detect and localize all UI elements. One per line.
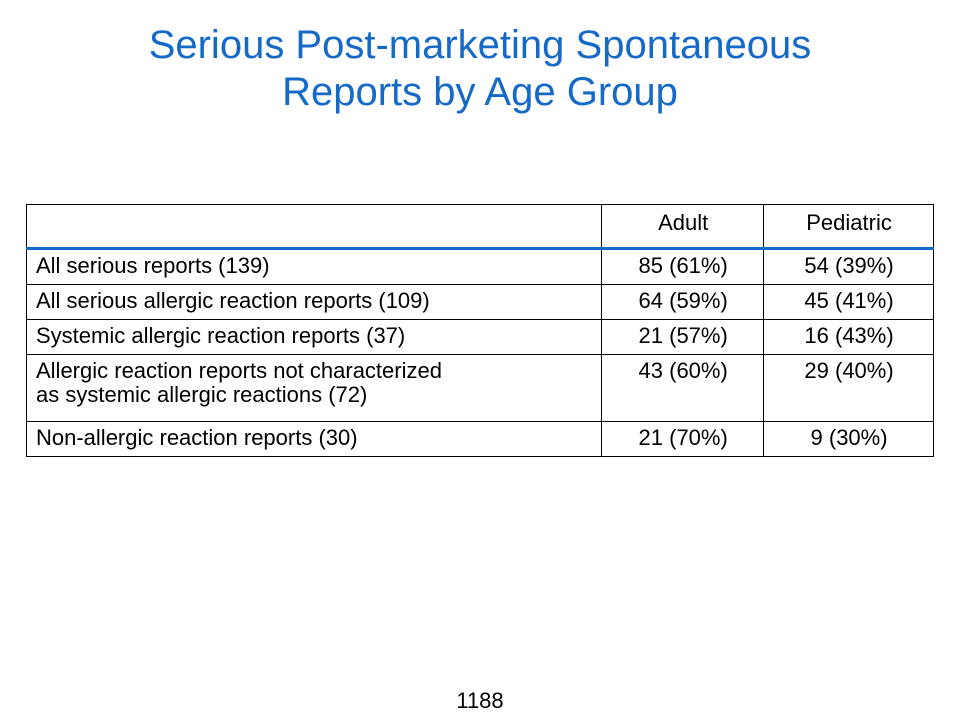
table-row: All serious reports (139) 85 (61%) 54 (3… <box>25 248 934 285</box>
table-row: Systemic allergic reaction reports (37) … <box>25 319 934 355</box>
table-body: All serious reports (139) 85 (61%) 54 (3… <box>25 248 934 457</box>
row-label: Systemic allergic reaction reports (37) <box>25 319 603 355</box>
table-row: Non-allergic reaction reports (30) 21 (7… <box>25 421 934 457</box>
row-label: All serious allergic reaction reports (1… <box>25 284 603 320</box>
page-number: 1188 <box>456 688 504 713</box>
adult-value: 21 (57%) <box>601 319 765 355</box>
age-group-table: Adult Pediatric All serious reports (139… <box>25 204 934 457</box>
pediatric-value: 45 (41%) <box>763 284 934 320</box>
adult-value: 43 (60%) <box>601 354 765 422</box>
header-blank-cell <box>25 204 603 250</box>
adult-value: 21 (70%) <box>601 421 765 457</box>
row-label: Allergic reaction reports not characteri… <box>25 354 603 422</box>
slide-title-line-2: Reports by Age Group <box>282 70 678 114</box>
table-row: Allergic reaction reports not characteri… <box>25 354 934 422</box>
slide-title-line-1: Serious Post-marketing Spontaneous <box>148 23 812 67</box>
table-header: Adult Pediatric <box>25 204 934 250</box>
pediatric-value: 29 (40%) <box>763 354 934 422</box>
row-label-line-1: Allergic reaction reports not characteri… <box>36 358 442 383</box>
pediatric-value: 16 (43%) <box>763 319 934 355</box>
header-pediatric: Pediatric <box>763 204 934 250</box>
header-adult: Adult <box>601 204 765 250</box>
adult-value: 85 (61%) <box>601 248 765 285</box>
row-label-line-2: as systemic allergic reactions (72) <box>36 382 368 407</box>
pediatric-value: 54 (39%) <box>763 248 934 285</box>
adult-value: 64 (59%) <box>601 284 765 320</box>
pediatric-value: 9 (30%) <box>763 421 934 457</box>
row-label: All serious reports (139) <box>25 248 603 285</box>
row-label: Non-allergic reaction reports (30) <box>25 421 603 457</box>
slide-title: Serious Post-marketing Spontaneous Repor… <box>0 22 960 116</box>
table-row: All serious allergic reaction reports (1… <box>25 284 934 320</box>
table-header-row: Adult Pediatric <box>25 204 934 250</box>
